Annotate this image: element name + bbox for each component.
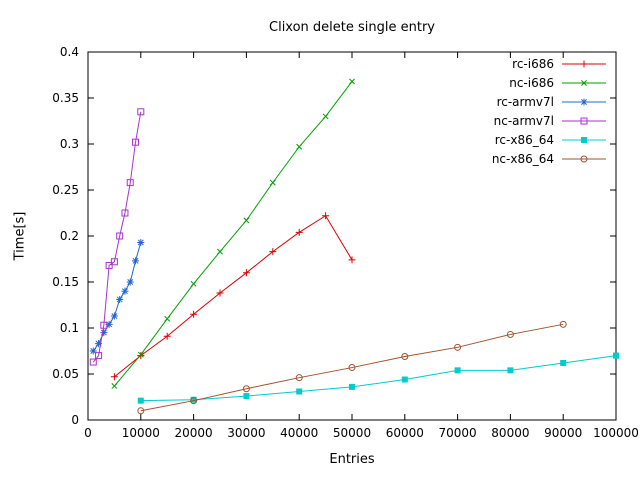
series-line-rc-x86_64: [140, 355, 617, 402]
series-marker-rc-i686: [295, 228, 303, 236]
series-line-rc-i686: [114, 215, 353, 378]
series-marker-rc-x86_64: [613, 352, 619, 359]
x-tick-label: 10000: [122, 426, 160, 440]
series-marker-nc-armv7l: [137, 108, 145, 116]
series-marker-rc-armv7l: [116, 296, 123, 303]
x-tick-label: 60000: [386, 426, 424, 440]
series-marker-nc-armv7l: [126, 179, 134, 187]
series-marker-rc-x86_64: [243, 393, 250, 400]
series-marker-rc-x86_64: [137, 397, 144, 404]
series-marker-nc-i686: [296, 143, 303, 150]
series-marker-rc-i686: [269, 248, 277, 256]
series-marker-rc-x86_64: [401, 376, 408, 383]
series-marker-nc-armv7l: [132, 138, 140, 146]
x-axis-label: Entries: [329, 452, 375, 467]
series-marker-nc-x86_64: [137, 407, 145, 415]
series-marker-nc-armv7l: [121, 209, 129, 217]
series-marker-rc-i686: [163, 332, 171, 340]
legend-label-rc-armv7l: rc-armv7l: [497, 95, 554, 109]
series-marker-rc-armv7l: [90, 348, 97, 354]
series-marker-nc-i686: [137, 351, 144, 358]
y-tick-label: 0.4: [60, 45, 79, 59]
legend-marker-nc-i686: [581, 80, 587, 86]
series-marker-rc-i686: [110, 373, 118, 381]
series-marker-nc-armv7l: [89, 358, 97, 366]
series-marker-rc-armv7l: [132, 257, 139, 264]
x-tick-label: 50000: [333, 426, 371, 440]
series-marker-nc-i686: [111, 383, 118, 389]
x-tick-label: 0: [84, 426, 92, 440]
series-marker-nc-i686: [269, 179, 276, 186]
series-marker-rc-i686: [216, 289, 224, 297]
y-tick-label: 0.1: [60, 321, 79, 335]
series-marker-rc-i686: [348, 256, 356, 264]
series-marker-nc-i686: [190, 280, 197, 287]
y-tick-label: 0.2: [60, 229, 79, 243]
series-marker-nc-x86_64: [190, 397, 198, 405]
y-tick-label: 0: [71, 413, 79, 427]
legend-marker-nc-x86_64: [580, 155, 588, 163]
series-marker-nc-i686: [322, 113, 329, 120]
series-marker-nc-armv7l: [95, 352, 103, 360]
series-marker-rc-i686: [322, 212, 330, 220]
series-marker-rc-armv7l: [137, 239, 144, 246]
x-tick-label: 20000: [175, 426, 213, 440]
series-marker-nc-i686: [349, 78, 355, 85]
series-line-nc-i686: [114, 81, 353, 387]
y-tick-label: 0.25: [52, 183, 79, 197]
series-marker-nc-x86_64: [348, 364, 356, 372]
legend-marker-rc-x86_64: [581, 137, 587, 143]
legend-label-rc-i686: rc-i686: [512, 57, 554, 71]
legend-marker-rc-i686: [580, 60, 588, 68]
series-marker-nc-armv7l: [110, 258, 118, 266]
series-marker-nc-i686: [164, 315, 171, 322]
series-marker-rc-x86_64: [190, 396, 197, 403]
series-line-nc-armv7l: [92, 111, 142, 363]
chart-title: Clixon delete single entry: [269, 20, 435, 35]
y-axis-label: Time[s]: [12, 211, 28, 261]
series-marker-rc-x86_64: [560, 359, 567, 366]
series-marker-rc-armv7l: [127, 279, 134, 285]
series-marker-rc-x86_64: [454, 367, 461, 374]
series-marker-nc-x86_64: [401, 353, 409, 361]
series-marker-rc-armv7l: [122, 288, 128, 295]
series-marker-nc-x86_64: [506, 330, 514, 338]
series-marker-rc-x86_64: [296, 388, 303, 395]
series-marker-rc-i686: [137, 352, 145, 360]
x-tick-label: 30000: [227, 426, 265, 440]
legend-label-nc-x86_64: nc-x86_64: [492, 152, 554, 166]
x-tick-label: 70000: [439, 426, 477, 440]
y-tick-label: 0.35: [52, 91, 79, 105]
series-marker-nc-x86_64: [242, 385, 250, 393]
legend-label-rc-x86_64: rc-x86_64: [495, 133, 554, 147]
series-marker-rc-x86_64: [507, 367, 514, 374]
x-tick-label: 40000: [280, 426, 318, 440]
series-marker-rc-x86_64: [349, 383, 355, 390]
series-line-nc-x86_64: [140, 323, 564, 412]
x-tick-label: 100000: [593, 426, 639, 440]
series-marker-nc-i686: [217, 248, 223, 255]
series-marker-nc-i686: [243, 217, 250, 224]
legend-label-nc-i686: nc-i686: [509, 76, 554, 90]
y-tick-label: 0.3: [60, 137, 79, 151]
y-tick-label: 0.15: [52, 275, 79, 289]
legend-marker-nc-armv7l: [580, 117, 588, 125]
series-marker-rc-armv7l: [106, 321, 113, 328]
series-marker-nc-armv7l: [105, 261, 113, 269]
x-tick-label: 80000: [491, 426, 529, 440]
x-tick-label: 90000: [544, 426, 582, 440]
series-marker-nc-x86_64: [295, 374, 303, 382]
series-marker-nc-armv7l: [100, 321, 108, 329]
legend-label-nc-armv7l: nc-armv7l: [494, 114, 554, 128]
series-marker-rc-i686: [190, 310, 198, 318]
series-marker-rc-armv7l: [111, 313, 118, 319]
legend-marker-rc-armv7l: [581, 99, 587, 105]
series-marker-rc-i686: [242, 269, 250, 277]
series-marker-nc-armv7l: [116, 232, 124, 240]
series-marker-nc-x86_64: [454, 343, 462, 351]
series-marker-nc-x86_64: [559, 320, 567, 328]
y-tick-label: 0.05: [52, 367, 79, 381]
